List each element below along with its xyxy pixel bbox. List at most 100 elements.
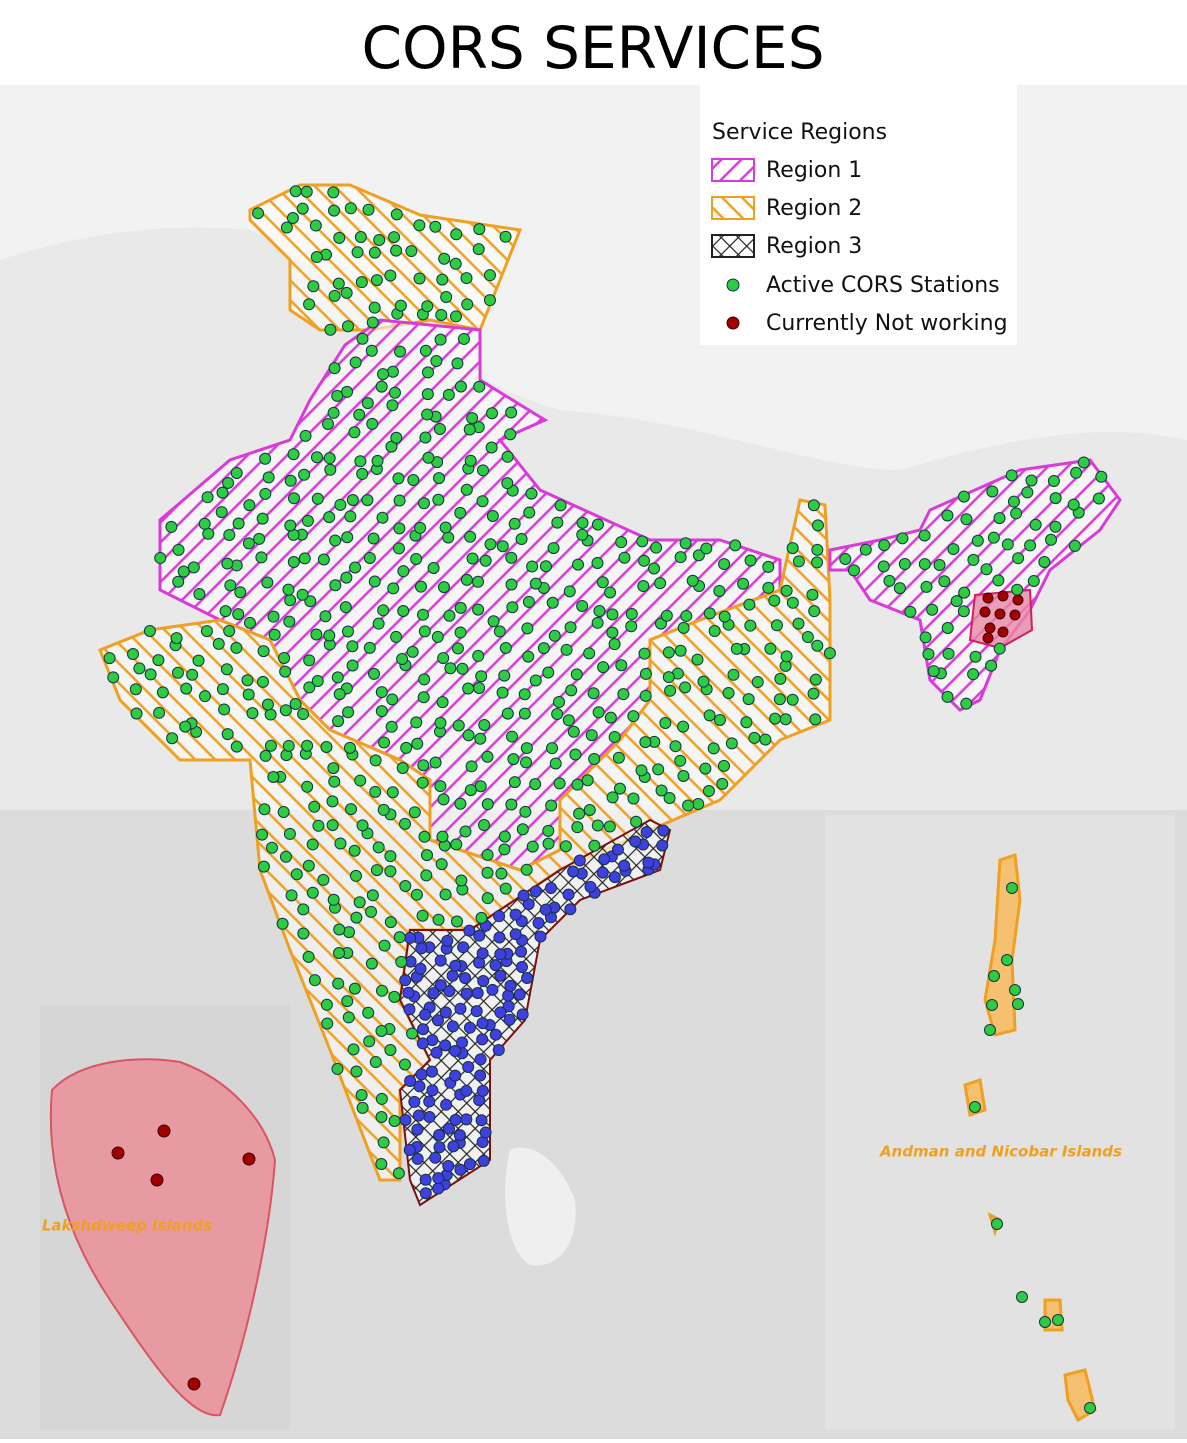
station	[980, 563, 993, 576]
station	[230, 740, 243, 753]
station	[707, 742, 720, 755]
station	[547, 542, 560, 555]
station	[489, 1028, 502, 1041]
station	[368, 667, 381, 680]
legend: Service Regions Region 1 Region 2 Region…	[700, 85, 1017, 345]
station	[462, 729, 475, 742]
station	[927, 665, 940, 678]
station	[377, 604, 390, 617]
station	[642, 856, 655, 869]
station	[680, 609, 693, 622]
station	[328, 289, 341, 302]
station	[674, 551, 687, 564]
station	[523, 506, 536, 519]
station	[501, 450, 514, 463]
station	[779, 713, 792, 726]
station	[165, 520, 178, 533]
station	[442, 388, 455, 401]
station	[494, 969, 507, 982]
station	[518, 707, 531, 720]
station	[627, 710, 640, 723]
station	[172, 575, 185, 588]
station	[439, 521, 452, 534]
station	[475, 1114, 488, 1127]
station	[941, 690, 954, 703]
station	[453, 1129, 466, 1142]
station	[365, 905, 378, 918]
station	[454, 797, 467, 810]
station	[439, 1006, 452, 1019]
station	[744, 554, 757, 567]
station	[435, 858, 448, 871]
station	[496, 540, 509, 553]
station	[743, 598, 756, 611]
station	[449, 959, 462, 972]
station	[635, 764, 648, 777]
station	[341, 531, 354, 544]
station	[282, 739, 295, 752]
station	[713, 584, 726, 597]
station	[472, 603, 485, 616]
station	[495, 867, 508, 880]
station	[377, 803, 390, 816]
station	[525, 487, 538, 500]
station	[656, 839, 669, 852]
station	[920, 580, 933, 593]
station	[449, 310, 462, 323]
station	[349, 561, 362, 574]
station	[223, 528, 236, 541]
station	[462, 682, 475, 695]
station	[768, 594, 781, 607]
station	[505, 798, 518, 811]
station	[342, 706, 355, 719]
station	[967, 553, 980, 566]
station	[342, 926, 355, 939]
station	[320, 998, 333, 1011]
station	[597, 661, 610, 674]
station	[638, 647, 651, 660]
station	[287, 448, 300, 461]
station	[216, 486, 229, 499]
station	[625, 620, 638, 633]
station	[410, 552, 423, 565]
station	[107, 671, 120, 684]
station	[384, 850, 397, 863]
station	[411, 737, 424, 750]
station	[725, 737, 738, 750]
station	[258, 803, 271, 816]
station	[444, 662, 457, 675]
station	[331, 389, 344, 402]
station	[433, 422, 446, 435]
station	[302, 950, 315, 963]
station	[405, 245, 418, 258]
station	[433, 1141, 446, 1154]
station	[502, 989, 515, 1002]
station	[539, 903, 552, 916]
station	[377, 368, 390, 381]
station	[773, 693, 786, 706]
station	[284, 519, 297, 532]
station	[392, 1167, 405, 1180]
station	[520, 742, 533, 755]
station	[677, 770, 690, 783]
station	[922, 648, 935, 661]
station	[727, 668, 740, 681]
station	[674, 644, 687, 657]
station	[221, 728, 234, 741]
station	[464, 454, 477, 467]
station	[474, 1069, 487, 1082]
station	[375, 1110, 388, 1123]
station	[608, 730, 621, 743]
station	[692, 549, 705, 562]
station	[606, 626, 619, 639]
station	[390, 431, 403, 444]
station	[476, 495, 489, 508]
station	[324, 323, 337, 336]
station	[198, 517, 211, 530]
station	[350, 911, 363, 924]
station	[573, 807, 586, 820]
station	[417, 691, 430, 704]
station	[399, 817, 412, 830]
station	[368, 575, 381, 588]
station	[460, 1113, 473, 1126]
